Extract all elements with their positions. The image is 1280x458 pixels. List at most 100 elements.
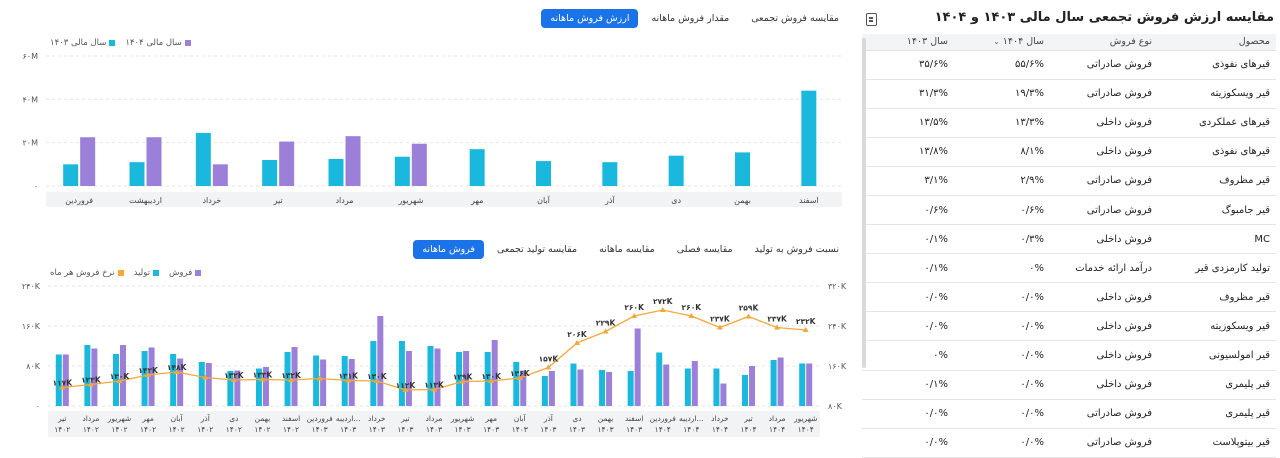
bar-sales[interactable] [720, 383, 727, 407]
table-row[interactable]: قیر مظروف فروش داخلی ۰/۰% ۰/۰% [862, 282, 1276, 313]
sales-rate-point[interactable] [716, 324, 723, 330]
bar-production[interactable] [570, 363, 577, 407]
sales-rate-point[interactable] [230, 377, 237, 382]
bar-sales[interactable] [577, 369, 584, 407]
bar-1403[interactable] [536, 161, 551, 186]
bar-sales[interactable] [205, 363, 212, 406]
bar-production[interactable] [656, 352, 663, 407]
legend-item[interactable]: فروش [169, 268, 202, 278]
bar-production[interactable] [599, 370, 606, 406]
bottom-tab-2[interactable]: مقایسه ماهانه [599, 244, 655, 255]
header-type[interactable]: نوع فروش [1050, 34, 1158, 51]
bar-sales[interactable] [777, 357, 784, 407]
bottom-tab-3[interactable]: مقایسه فصلی [676, 244, 733, 255]
bar-production[interactable] [341, 356, 348, 406]
sales-rate-point[interactable] [288, 377, 295, 382]
sales-rate-point[interactable] [259, 376, 266, 382]
sales-rate-point[interactable] [516, 375, 523, 380]
top-tab-1[interactable]: مقدار فروش ماهانه [651, 13, 730, 24]
bar-production[interactable] [84, 345, 91, 406]
bar-1403[interactable] [801, 90, 817, 186]
bar-1403[interactable] [328, 158, 344, 186]
bar-production[interactable] [770, 360, 777, 406]
table-row[interactable]: قیرهای نفوذی فروش داخلی ۸/۱% ۱۳/۸% [862, 137, 1276, 167]
bar-production[interactable] [627, 371, 634, 406]
export-excel-icon[interactable] [866, 13, 877, 26]
bottom-tab-1[interactable]: مقایسه تولید تجمعی [496, 244, 578, 255]
sales-rate-point[interactable] [202, 374, 209, 380]
sales-rate-point[interactable] [431, 386, 437, 392]
table-row[interactable]: تولید کارمزدی قیر درآمد ارائه خدمات ۰% ۰/۱% [862, 253, 1276, 284]
bar-sales[interactable] [348, 359, 355, 406]
table-row[interactable]: قیر جامبوگ فروش صادراتی ۰/۶% ۰/۶% [862, 195, 1276, 226]
bar-1404[interactable] [212, 164, 228, 186]
legend-item[interactable]: سال مالی ۱۴۰۴ [125, 38, 191, 48]
bar-1403[interactable] [63, 164, 79, 186]
bar-sales[interactable] [463, 351, 470, 406]
table-row[interactable]: قیر مظروف فروش صادراتی ۲/۹% ۳/۱% [862, 166, 1276, 196]
sales-rate-point[interactable] [573, 340, 580, 345]
bar-sales[interactable] [663, 364, 670, 407]
bar-production[interactable] [484, 352, 491, 406]
sales-rate-point[interactable] [459, 378, 466, 384]
bar-sales[interactable] [806, 363, 813, 407]
table-row[interactable]: قیر پلیمری فروش داخلی ۰/۰% ۰/۱% [862, 370, 1276, 400]
sales-rate-point[interactable] [173, 369, 180, 374]
bar-production[interactable] [427, 346, 434, 406]
sales-rate-point[interactable] [488, 378, 495, 383]
header-1403[interactable]: سال ۱۴۰۳ [862, 34, 954, 51]
sales-rate-point[interactable] [59, 384, 66, 390]
bar-production[interactable] [541, 376, 548, 406]
table-row[interactable]: قیر بیتوپلاست فروش صادراتی ۰/۰% ۰/۰% [862, 428, 1276, 458]
bar-production[interactable] [227, 371, 234, 406]
sales-rate-point[interactable] [345, 377, 352, 383]
sales-rate-point[interactable] [402, 387, 409, 392]
bar-production[interactable] [55, 354, 62, 407]
bar-1404[interactable] [80, 137, 96, 186]
bar-1403[interactable] [394, 156, 410, 186]
sales-rate-point[interactable] [373, 378, 380, 383]
bar-sales[interactable] [405, 351, 412, 406]
table-row[interactable]: قیر ویسکوزیته فروش صادراتی ۱۹/۳% ۳۱/۳% [862, 79, 1276, 109]
bar-production[interactable] [742, 375, 749, 406]
table-row[interactable]: MC فروش داخلی ۰/۳% ۰/۱% [862, 224, 1276, 255]
bar-1403[interactable] [129, 162, 145, 186]
bar-1403[interactable] [195, 132, 211, 186]
bar-sales[interactable] [749, 366, 756, 406]
bar-sales[interactable] [691, 361, 698, 406]
bar-production[interactable] [684, 368, 691, 407]
bar-sales[interactable] [520, 370, 527, 407]
legend-item[interactable]: نرخ فروش هر ماه [50, 268, 124, 278]
bottom-tab-4[interactable]: نسبت فروش به تولید [754, 244, 839, 255]
bar-sales[interactable] [177, 358, 184, 407]
sales-rate-point[interactable] [802, 327, 809, 332]
bar-sales[interactable] [262, 367, 269, 406]
bar-1403[interactable] [602, 162, 618, 186]
bar-production[interactable] [170, 354, 177, 406]
sales-rate-point[interactable] [145, 372, 152, 377]
sales-rate-point[interactable] [688, 313, 695, 318]
bar-1403[interactable] [735, 152, 750, 186]
top-tab-0[interactable]: ارزش فروش ماهانه [541, 9, 639, 28]
bar-1403[interactable] [262, 160, 278, 186]
bar-sales[interactable] [119, 345, 126, 406]
bar-sales[interactable] [634, 328, 641, 407]
header-product[interactable]: محصول [1158, 34, 1276, 51]
sales-rate-point[interactable] [545, 364, 552, 370]
bar-sales[interactable] [377, 316, 384, 406]
sales-rate-point[interactable] [745, 313, 752, 319]
bar-sales[interactable] [491, 340, 498, 406]
header-1404[interactable]: سال ۱۴۰۴⌄ [954, 34, 1050, 51]
bottom-tab-0[interactable]: فروش ماهانه [413, 240, 484, 259]
bar-1403[interactable] [668, 155, 684, 186]
sales-rate-point[interactable] [631, 313, 638, 318]
bar-production[interactable] [370, 341, 377, 406]
bar-production[interactable] [456, 352, 463, 406]
bar-1404[interactable] [345, 136, 361, 186]
bar-production[interactable] [513, 362, 520, 406]
bar-1404[interactable] [411, 143, 427, 186]
bar-production[interactable] [799, 363, 806, 407]
bar-production[interactable] [713, 368, 720, 407]
table-row[interactable]: قیرهای عملکردی فروش داخلی ۱۳/۳% ۱۳/۵% [862, 108, 1276, 138]
sales-rate-point[interactable] [774, 324, 781, 330]
